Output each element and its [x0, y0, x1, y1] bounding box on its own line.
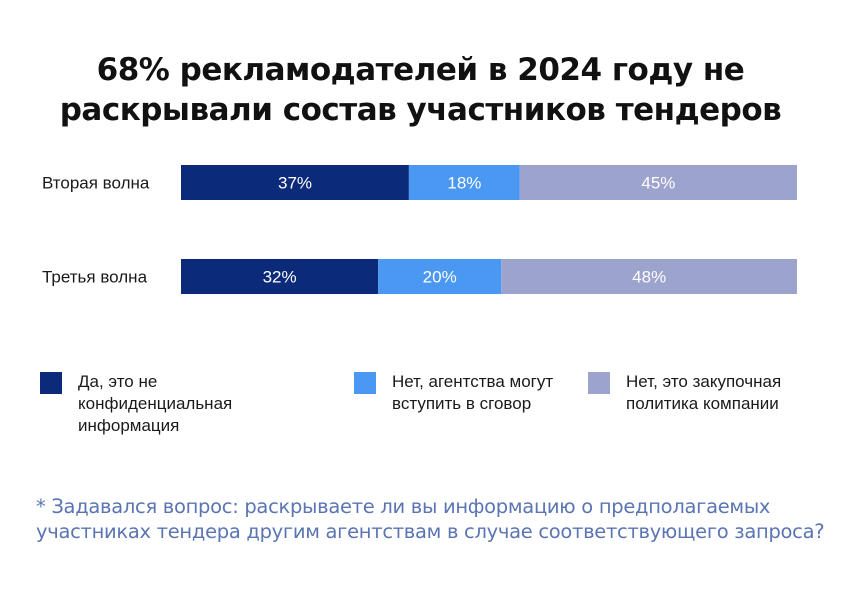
chart-legend: Да, это не конфиденциальная информация Н…: [0, 371, 841, 435]
bar-segment-row1-series3: [519, 165, 797, 200]
category-label-1: Вторая волна: [42, 174, 150, 193]
legend-item-collusion: Нет, агентства могут вступить в сговор: [354, 371, 622, 415]
legend-label-procurement-policy: Нет, это закупочная политика компании: [626, 372, 782, 413]
legend-swatch-procurement-policy: [588, 372, 610, 394]
legend-item-confidential: Да, это не конфиденциальная информация: [40, 371, 308, 437]
footnote: * Задавался вопрос: раскрываете ли вы ин…: [36, 494, 826, 544]
bar-segment-row2-series1: [181, 259, 379, 294]
footnote-line-1: * Задавался вопрос: раскрываете ли вы ин…: [36, 495, 771, 518]
legend-item-procurement-policy: Нет, это закупочная политика компании: [588, 371, 841, 415]
category-label-2: Третья волна: [42, 268, 148, 287]
legend-swatch-collusion: [354, 372, 376, 394]
legend-label-collusion: Нет, агентства могут вступить в сговор: [392, 372, 554, 413]
legend-swatch-confidential: [40, 372, 62, 394]
data-label-row1-series1: 37%: [278, 174, 312, 193]
legend-label-confidential: Да, это не конфиденциальная информация: [78, 372, 233, 435]
bar-segment-row1-series2: [408, 165, 520, 200]
footnote-line-2: участниках тендера другим агентствам в с…: [36, 520, 825, 543]
bar-segment-row2-series2: [378, 259, 502, 294]
chart-title-line-1: 68% рекламодателей в 2024 году не: [96, 52, 745, 88]
data-label-row2-series1: 32%: [263, 268, 297, 287]
chart-title: 68% рекламодателей в 2024 году не раскры…: [0, 50, 841, 130]
data-label-row1-series2: 18%: [447, 174, 481, 193]
data-label-row1-series3: 45%: [641, 174, 675, 193]
bar-segment-row1-series1: [181, 165, 409, 200]
chart-title-line-2: раскрывали состав участников тендеров: [59, 92, 782, 128]
bar-segment-row2-series3: [501, 259, 797, 294]
stacked-bar-chart: Вторая волна 37% 18% 45% Третья волна 32% 20% 4…: [42, 165, 797, 294]
data-label-row2-series2: 20%: [423, 268, 457, 287]
data-label-row2-series3: 48%: [632, 268, 666, 287]
